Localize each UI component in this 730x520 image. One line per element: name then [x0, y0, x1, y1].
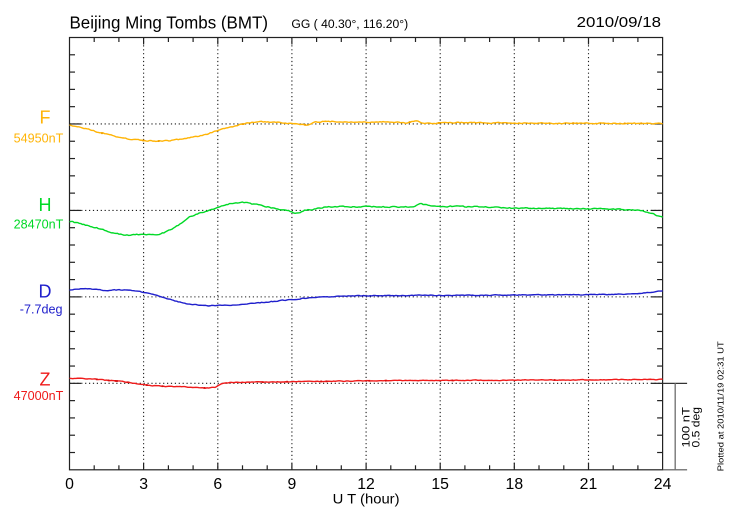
svg-text:28470nT: 28470nT — [14, 218, 64, 232]
svg-text:47000nT: 47000nT — [14, 389, 64, 403]
svg-text:Plotted at 2010/11/19 02:31 UT: Plotted at 2010/11/19 02:31 UT — [716, 340, 726, 471]
svg-text:Beijing Ming Tombs (BMT): Beijing Ming Tombs (BMT) — [70, 13, 269, 33]
svg-text:Z: Z — [40, 369, 51, 389]
svg-text:U T (hour): U T (hour) — [333, 491, 400, 506]
svg-text:12: 12 — [357, 476, 375, 493]
svg-text:GG ( 40.30°, 116.20°): GG ( 40.30°, 116.20°) — [291, 17, 408, 31]
svg-text:3: 3 — [139, 476, 148, 493]
svg-text:0.5 deg: 0.5 deg — [690, 407, 702, 448]
svg-text:100 nT: 100 nT — [681, 407, 693, 448]
svg-text:18: 18 — [506, 476, 524, 493]
svg-text:D: D — [39, 281, 52, 301]
svg-text:0: 0 — [65, 476, 74, 493]
svg-text:F: F — [40, 108, 51, 128]
svg-text:15: 15 — [431, 476, 449, 493]
svg-text:24: 24 — [654, 476, 672, 493]
svg-text:2010/09/18: 2010/09/18 — [577, 15, 661, 31]
svg-text:9: 9 — [288, 476, 297, 493]
svg-text:21: 21 — [580, 476, 598, 493]
svg-text:H: H — [39, 195, 52, 215]
svg-text:54950nT: 54950nT — [14, 131, 64, 145]
svg-text:6: 6 — [213, 476, 222, 493]
svg-text:-7.7deg: -7.7deg — [20, 302, 63, 316]
